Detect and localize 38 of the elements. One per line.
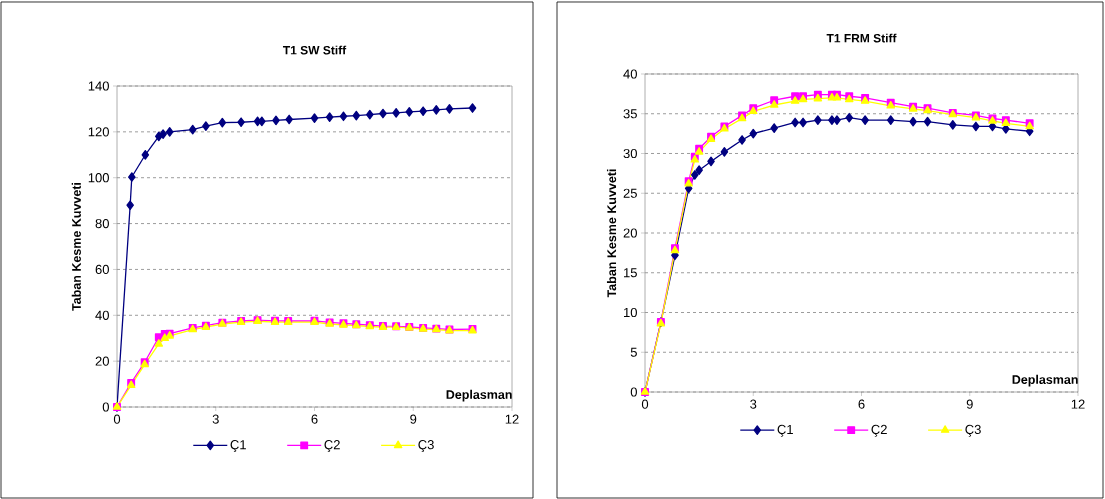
- x-tick-label: 9: [410, 414, 417, 424]
- y-tick-label: 5: [630, 347, 637, 357]
- x-tick-label: 0: [641, 399, 649, 409]
- y-tick-label: 20: [623, 228, 637, 238]
- x-tick-label: 0: [113, 414, 121, 424]
- chart-title: T1 SW Stiff: [282, 45, 347, 55]
- x-tick-label: 6: [311, 414, 318, 424]
- legend-label: Ç3: [965, 424, 981, 437]
- x-tick-label: 12: [1071, 399, 1085, 409]
- x-tick-label: 12: [505, 414, 519, 424]
- y-tick-label: 120: [88, 127, 109, 137]
- y-tick-label: 100: [88, 173, 109, 183]
- x-tick-label: 3: [212, 414, 219, 424]
- legend-label: Ç2: [871, 424, 887, 437]
- y-axis-title: Taban Kesme Kuvveti: [606, 169, 617, 298]
- y-tick-label: 10: [624, 307, 637, 318]
- legend-label: Ç3: [418, 440, 434, 452]
- y-tick-label: 140: [88, 81, 109, 91]
- y-tick-label: 80: [95, 218, 109, 229]
- legend-label: Ç1: [777, 424, 793, 437]
- legend-label: Ç2: [324, 440, 340, 452]
- y-tick-label: 40: [95, 310, 109, 320]
- y-tick-label: 35: [623, 109, 637, 119]
- chart-title: T1 FRM Stiff: [826, 33, 897, 43]
- y-tick-label: 60: [95, 264, 109, 275]
- x-tick-label: 9: [966, 399, 973, 409]
- x-tick-label: 6: [858, 399, 865, 409]
- y-tick-label: 40: [623, 69, 637, 79]
- y-axis-title: Taban Kesme Kuvveti: [71, 182, 81, 311]
- y-tick-label: 25: [623, 188, 637, 198]
- x-tick-label: 3: [750, 399, 757, 409]
- y-tick-label: 0: [630, 387, 637, 397]
- y-tick-label: 30: [623, 148, 637, 159]
- legend-label: Ç1: [230, 440, 246, 452]
- y-tick-label: 15: [624, 268, 637, 278]
- x-axis-title: Deplasman: [1012, 374, 1078, 387]
- x-axis-title: Deplasman: [446, 389, 512, 402]
- y-tick-label: 20: [95, 356, 109, 366]
